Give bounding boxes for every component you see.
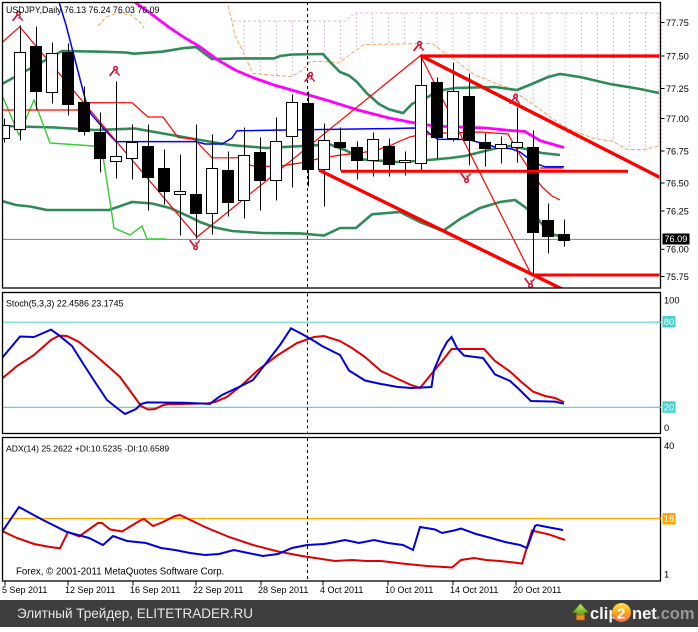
- svg-text:10 Oct 2011: 10 Oct 2011: [385, 585, 433, 595]
- svg-text:12 Sep 2011: 12 Sep 2011: [65, 585, 115, 595]
- svg-text:16 Sep 2011: 16 Sep 2011: [130, 585, 180, 595]
- svg-text:76.50: 76.50: [666, 178, 689, 188]
- svg-text:20 Oct 2011: 20 Oct 2011: [513, 585, 561, 595]
- svg-text:75.75: 75.75: [666, 272, 689, 282]
- svg-text:77.25: 77.25: [666, 84, 689, 94]
- svg-text:5 Sep 2011: 5 Sep 2011: [2, 585, 47, 595]
- svg-text:USDJPY,Daily 76.13 76.24 76.0: USDJPY,Daily 76.13 76.24 76.03 76.09: [6, 5, 160, 15]
- svg-text:40: 40: [664, 441, 674, 451]
- svg-text:77.75: 77.75: [666, 18, 689, 28]
- svg-text:76.25: 76.25: [666, 206, 689, 216]
- svg-text:80: 80: [664, 317, 674, 327]
- svg-text:2: 2: [617, 606, 625, 623]
- svg-text:Forex, © 2001-2011 MetaQuotes: Forex, © 2001-2011 MetaQuotes Software C…: [16, 566, 224, 577]
- svg-text:77.00: 77.00: [666, 114, 689, 124]
- svg-text:28 Sep 2011: 28 Sep 2011: [258, 585, 308, 595]
- svg-text:20: 20: [664, 402, 674, 412]
- svg-text:1: 1: [664, 569, 669, 579]
- svg-text:net: net: [632, 605, 657, 623]
- svg-text:76.75: 76.75: [666, 146, 689, 156]
- svg-text:4 Oct 2011: 4 Oct 2011: [320, 585, 363, 595]
- svg-text:0: 0: [664, 423, 669, 433]
- svg-text:14 Oct 2011: 14 Oct 2011: [450, 585, 498, 595]
- svg-text:100: 100: [664, 295, 680, 305]
- svg-text:77.50: 77.50: [666, 51, 689, 61]
- svg-text:18: 18: [664, 514, 674, 524]
- svg-text:76.09: 76.09: [665, 234, 688, 244]
- svg-text:ADX(14) 25.2622 +DI:10.5235 -: ADX(14) 25.2622 +DI:10.5235 -DI:10.6589: [6, 444, 169, 454]
- svg-text:Элитный Трейдер, ELITETRADER.R: Элитный Трейдер, ELITETRADER.RU: [17, 606, 253, 621]
- svg-text:22 Sep 2011: 22 Sep 2011: [193, 585, 243, 595]
- svg-text:Stoch(5,3,3) 22.4586 23.1745: Stoch(5,3,3) 22.4586 23.1745: [6, 299, 124, 309]
- svg-text:76.00: 76.00: [666, 245, 689, 255]
- svg-text:clip: clip: [590, 605, 618, 623]
- svg-text:.com: .com: [656, 605, 695, 623]
